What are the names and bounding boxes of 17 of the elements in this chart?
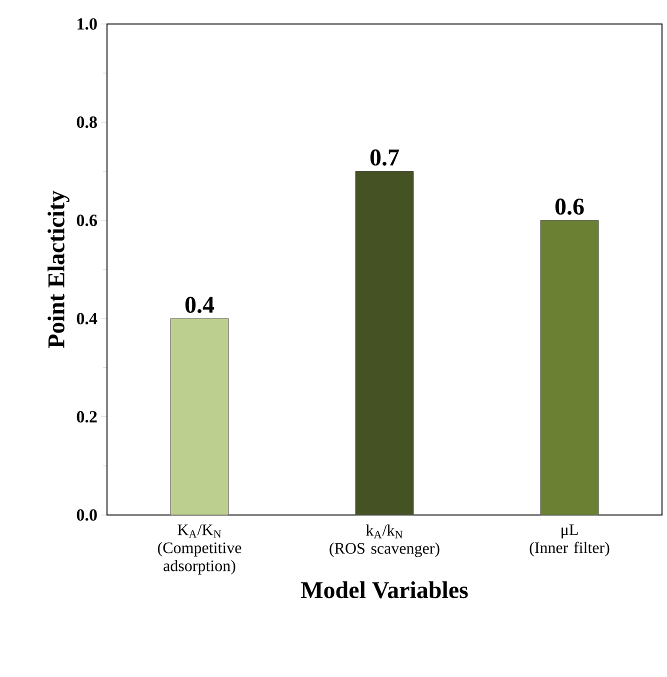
data-label: 0.4 [185, 296, 214, 314]
data-label: 0.7 [370, 149, 399, 166]
bar [170, 318, 229, 516]
x-tick-label: μL (Inner filter) [530, 524, 610, 556]
x-tick-label: k$_{A}$/k$_{N}$ (ROS scavenger) [330, 524, 440, 558]
y-tick-label: 0.4 [76, 312, 98, 324]
y-tick-label: 0.0 [76, 509, 97, 521]
y-axis-title: Point Elacticity [48, 190, 70, 348]
bar [540, 220, 599, 516]
bar [355, 171, 414, 516]
x-tick-label: K$_{A}$/K$_{N}$ (Competitive adsorption) [158, 524, 242, 574]
y-tick-label: 0.8 [76, 116, 97, 128]
data-label: 0.6 [555, 198, 584, 215]
y-tick-label: 0.2 [76, 411, 97, 423]
x-axis-title: Model Variables [301, 581, 468, 598]
y-tick-label: 1.0 [78, 18, 97, 30]
y-tick-label: 0.6 [76, 214, 97, 226]
